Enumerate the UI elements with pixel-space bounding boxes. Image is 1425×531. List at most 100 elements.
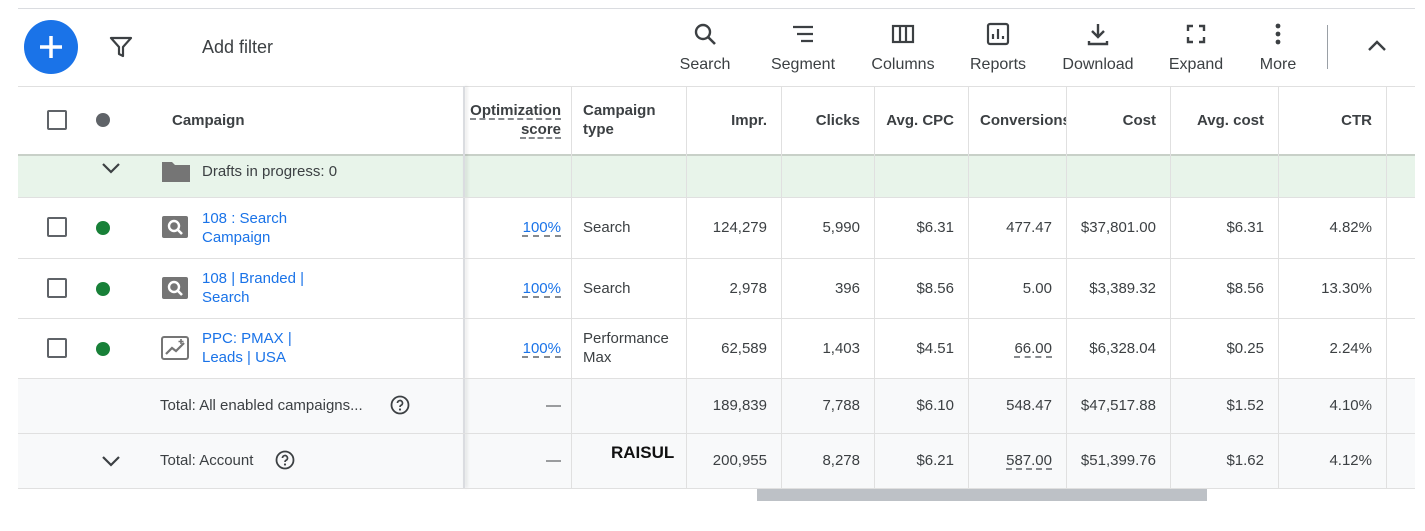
- toolbar-icon[interactable]: [693, 22, 717, 51]
- row-checkbox[interactable]: [47, 278, 67, 298]
- column-divider: [1170, 86, 1171, 488]
- cell: $6.31: [916, 219, 954, 236]
- cell: 477.47: [1006, 219, 1052, 236]
- toolbar-button-label[interactable]: Segment: [770, 56, 836, 73]
- cell[interactable]: 100%: [522, 219, 561, 236]
- cell[interactable]: 100%: [522, 339, 561, 357]
- watermark: RAISUL: [611, 442, 675, 462]
- cell: 587.00: [1006, 452, 1052, 469]
- collapse-icon[interactable]: [1366, 38, 1388, 54]
- toolbar-button-label[interactable]: More: [1259, 56, 1297, 73]
- column-divider: [1386, 86, 1387, 488]
- cell: 189,839: [712, 397, 767, 414]
- drafts-row-bg: [18, 155, 1415, 197]
- cell: $3,389.32: [1089, 279, 1156, 297]
- add-filter[interactable]: Add filter: [202, 37, 274, 57]
- row-divider: [18, 433, 1415, 434]
- column-header[interactable]: Avg. CPC: [886, 111, 954, 129]
- column-header[interactable]: Campaign: [172, 111, 245, 129]
- row-checkbox[interactable]: [47, 338, 67, 358]
- help-icon[interactable]: [390, 395, 410, 420]
- status-header: [96, 113, 110, 127]
- cell: $8.56: [1226, 279, 1264, 297]
- toolbar-button-label[interactable]: Search: [679, 56, 731, 73]
- cell: $6.21: [916, 452, 954, 469]
- column-header[interactable]: Avg. cost: [1197, 111, 1264, 129]
- toolbar-button-label[interactable]: Download: [1062, 56, 1134, 73]
- row-checkbox[interactable]: [47, 217, 67, 237]
- cell: 62,589: [721, 339, 767, 357]
- cell: 4.12%: [1329, 452, 1372, 469]
- column-divider: [686, 86, 687, 488]
- column-header[interactable]: Optimization score: [470, 102, 561, 138]
- toolbar-icon[interactable]: [1184, 22, 1208, 51]
- campaign-name[interactable]: 108 : Search Campaign: [202, 209, 288, 246]
- campaign-icon: [161, 215, 189, 244]
- cell: 13.30%: [1321, 279, 1372, 297]
- cell: $6,328.04: [1089, 339, 1156, 357]
- toolbar-icon[interactable]: [1266, 22, 1290, 51]
- toolbar-icon[interactable]: [791, 22, 815, 51]
- cell: 2,978: [729, 279, 767, 297]
- cell: 2.24%: [1329, 339, 1372, 357]
- filter-icon[interactable]: [109, 35, 133, 59]
- row-divider: [18, 488, 1415, 489]
- header-border: [18, 154, 1415, 156]
- column-divider: [1278, 86, 1279, 488]
- toolbar-icon[interactable]: [1086, 22, 1110, 51]
- select-all-checkbox[interactable]: [47, 110, 67, 130]
- cell: Search: [583, 279, 631, 297]
- drafts-label: Drafts in progress: 0: [202, 162, 338, 180]
- row-divider: [18, 318, 1415, 319]
- total-label: Total: Account: [160, 452, 254, 469]
- cell: 4.10%: [1329, 397, 1372, 414]
- column-divider: [781, 86, 782, 488]
- column-header[interactable]: Cost: [1122, 111, 1156, 129]
- cell: —: [546, 397, 561, 414]
- expand-chevron[interactable]: [100, 453, 122, 474]
- column-divider: [968, 86, 969, 488]
- scrollbar[interactable]: [757, 488, 1207, 501]
- toolbar-button-label[interactable]: Reports: [969, 56, 1027, 73]
- status-dot: [96, 221, 110, 235]
- cell[interactable]: 100%: [522, 279, 561, 297]
- cell: —: [546, 452, 561, 469]
- column-header[interactable]: Campaign type: [583, 102, 656, 138]
- toolbar-button-label[interactable]: Expand: [1168, 56, 1224, 73]
- help-icon[interactable]: [275, 450, 295, 475]
- column-header[interactable]: CTR: [1341, 111, 1372, 129]
- cell: $1.62: [1226, 452, 1264, 469]
- cell: 66.00: [1014, 339, 1052, 357]
- status-dot: [96, 342, 110, 356]
- cell: 5,990: [822, 219, 860, 236]
- expand-chevron[interactable]: [100, 160, 122, 181]
- cell: $51,399.76: [1080, 452, 1156, 469]
- column-divider: [571, 86, 572, 488]
- column-header[interactable]: Clicks: [815, 111, 860, 129]
- status-dot: [96, 282, 110, 296]
- campaign-name[interactable]: PPC: PMAX | Leads | USA: [202, 330, 292, 366]
- cell: $6.31: [1226, 219, 1264, 236]
- toolbar-border: [18, 86, 1415, 87]
- cell: 8,278: [822, 452, 860, 469]
- create-button[interactable]: [24, 20, 80, 76]
- column-header[interactable]: Impr.: [731, 111, 767, 129]
- column-header[interactable]: Conversions: [980, 111, 1066, 129]
- toolbar-icon[interactable]: [986, 22, 1010, 51]
- campaign-icon: [161, 336, 189, 365]
- cell: 7,788: [822, 397, 860, 414]
- cell: 396: [834, 279, 860, 297]
- toolbar-button-label[interactable]: Columns: [871, 56, 935, 73]
- cell: $47,517.88: [1080, 397, 1156, 414]
- cell: Search: [583, 219, 631, 236]
- toolbar-icon[interactable]: [891, 22, 915, 51]
- campaign-name[interactable]: 108 | Branded | Search: [202, 270, 305, 306]
- row-divider: [18, 197, 1415, 198]
- cell: 1,403: [822, 339, 860, 357]
- total-label: Total: All enabled campaigns...: [160, 397, 363, 414]
- row-divider: [18, 378, 1415, 379]
- folder-icon: [161, 159, 191, 188]
- divider: [1327, 25, 1328, 69]
- column-divider: [874, 86, 875, 488]
